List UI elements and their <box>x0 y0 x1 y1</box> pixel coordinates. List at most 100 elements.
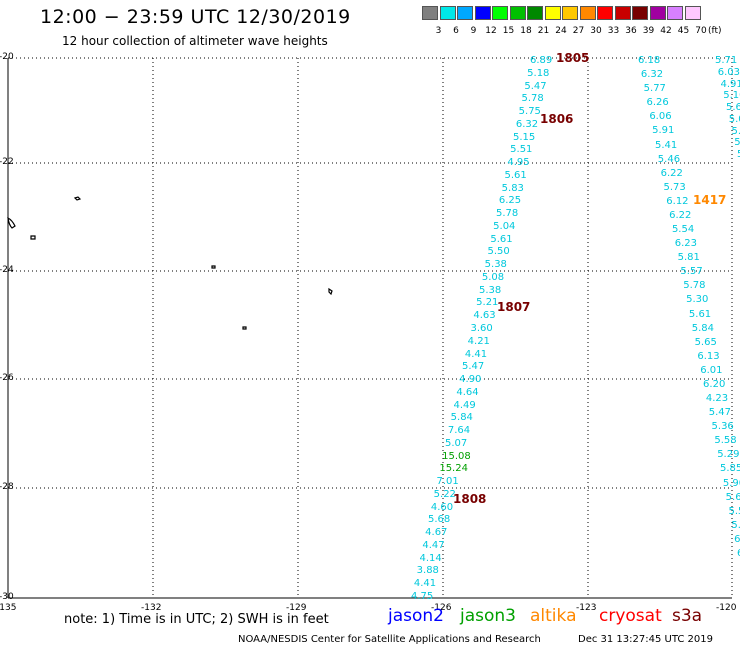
legend-label: 30 <box>590 26 602 36</box>
wave-height-value: 5.90 <box>722 477 740 489</box>
wave-height-value: 6.20 <box>703 378 726 390</box>
wave-height-value: 5.10 <box>723 90 740 102</box>
legend-swatch <box>509 6 526 20</box>
wave-height-value: 6.23 <box>674 238 698 250</box>
legend-label: 36 <box>625 26 637 36</box>
wave-height-value: 4.41 <box>464 348 488 360</box>
wave-height-value: 5.78 <box>683 280 706 292</box>
wave-height-value: 5.08 <box>481 271 505 283</box>
legend-swatch <box>457 6 473 20</box>
wave-height-value: 5.61 <box>490 233 513 245</box>
wave-height-value: 5. <box>731 125 740 137</box>
latitude-label: -22 <box>0 157 14 167</box>
wave-height-value: 5.65 <box>726 102 740 113</box>
longitude-label: -135 <box>0 603 17 613</box>
island-6 <box>242 326 247 330</box>
wave-height-value: 6.18 <box>638 55 661 66</box>
island-5 <box>328 287 333 296</box>
wave-height-value: 5.18 <box>527 67 550 79</box>
pass-time-label: 1808 <box>453 492 487 506</box>
island-1 <box>73 196 82 201</box>
wave-height-value: 5.21 <box>476 297 499 309</box>
wave-height-value: 6.13 <box>697 350 720 362</box>
islands <box>7 196 333 330</box>
wave-height-value: 5.58 <box>714 435 737 447</box>
wave-height-value: 15.08 <box>442 450 471 462</box>
wave-height-value: 4.75 <box>411 591 434 602</box>
wave-height-value: 5.30 <box>686 294 709 306</box>
wave-height-value: 5.47 <box>462 361 485 373</box>
wave-height-value: 7.01 <box>436 476 459 488</box>
footer-note: note: 1) Time is in UTC; 2) SWH is in fe… <box>64 612 329 627</box>
longitude-label: -129 <box>286 603 307 613</box>
satellite-name: altika <box>530 606 577 626</box>
wave-height-value: 5.36 <box>711 421 734 433</box>
wave-height-value: 5.77 <box>643 83 666 95</box>
legend-label: 15 <box>502 26 515 36</box>
wave-height-value: 5.51 <box>510 144 533 156</box>
wave-height-value: 5.04 <box>493 220 516 232</box>
satellite-name: jason2 <box>388 606 444 626</box>
wave-height-value: 5.22 <box>433 488 456 500</box>
legend-swatch <box>527 6 543 20</box>
wave-height-value: 7.64 <box>447 425 471 437</box>
wave-height-value: 4.91 <box>720 78 740 90</box>
wave-height-value: 4.60 <box>430 501 454 513</box>
wave-height-value: 6.89 <box>530 55 553 66</box>
wave-height-value: 5.61 <box>725 491 740 503</box>
wave-height-value: 5.3 <box>731 519 740 531</box>
wave-height-value: 5.78 <box>496 208 519 220</box>
longitude-label: -132 <box>141 603 162 613</box>
latitude-label: -20 <box>0 52 14 62</box>
wave-height-value: 5.57 <box>680 266 703 278</box>
legend-swatch <box>579 6 596 20</box>
wave-height-value: 15.24 <box>439 463 468 475</box>
wave-height-value: 4.95 <box>507 157 530 169</box>
wave-height-value: 5.47 <box>524 80 547 92</box>
wave-height-value: 5.84 <box>691 322 714 334</box>
longitude-label: -120 <box>716 603 737 613</box>
wave-height-value: 5.38 <box>484 259 507 271</box>
legend-label: 21 <box>537 26 550 36</box>
satellite-name: cryosat <box>599 606 662 626</box>
wave-height-value: 4.90 <box>459 374 482 386</box>
map-subtitle: 12 hour collection of altimeter wave hei… <box>62 34 328 48</box>
wave-height-value: 5.46 <box>657 153 681 165</box>
wave-height-value: 4.14 <box>419 552 442 564</box>
wave-height-value: 5.78 <box>521 93 544 105</box>
pass-time-label: 1805 <box>556 51 590 65</box>
wave-height-value: 3.60 <box>470 323 493 334</box>
pass-time-label: 1807 <box>497 300 531 314</box>
wave-height-value: 5.83 <box>501 182 524 194</box>
latitude-label: -24 <box>0 265 14 275</box>
legend-swatch <box>422 6 438 20</box>
wave-height-value: 5.47 <box>708 407 731 419</box>
legend-swatch <box>614 6 631 20</box>
latitude-label: -28 <box>0 482 14 492</box>
wave-height-value: 5.38 <box>479 284 502 296</box>
wave-height-value: 6.32 <box>515 118 539 130</box>
wave-height-value: 5.50 <box>487 246 510 258</box>
wave-height-value: 4.49 <box>453 399 476 411</box>
legend-label: 24 <box>555 26 567 36</box>
island-3 <box>30 235 36 240</box>
wave-height-value: 5.07 <box>445 437 468 449</box>
wave-height-value: 6.22 <box>660 167 683 179</box>
satellite-name: s3a <box>672 606 703 626</box>
wave-height-value: 6.06 <box>649 111 672 123</box>
legend-swatch <box>562 6 578 20</box>
legend-label: 3 <box>435 26 442 36</box>
island-4 <box>211 265 216 269</box>
wave-height-value: 5.71 <box>715 55 738 66</box>
wave-height-value: 5.85 <box>720 463 740 475</box>
wave-height-value: 5.54 <box>728 505 740 517</box>
legend-label: 70 <box>695 26 707 36</box>
wave-height-value: 5.81 <box>677 252 700 264</box>
wave-height-value: 5.41 <box>654 139 678 151</box>
legend-swatch <box>492 6 508 20</box>
wave-height-value: 6.01 <box>700 364 723 376</box>
legend-label: 6 <box>453 26 459 36</box>
wave-height-value: 6.03 <box>717 66 740 78</box>
longitude-label: -123 <box>576 603 597 613</box>
